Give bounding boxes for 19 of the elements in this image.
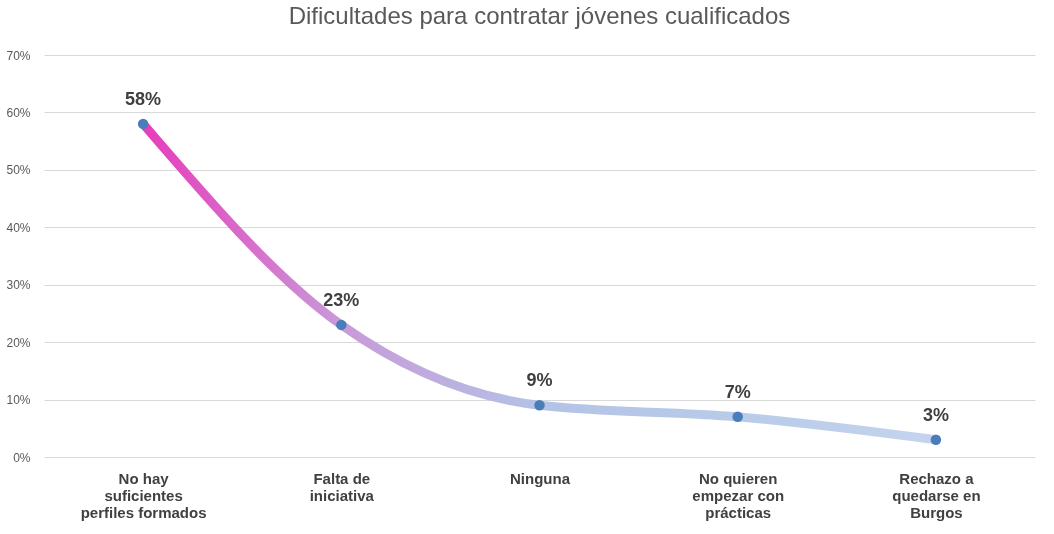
- x-tick-label: No quieren empezar con prácticas: [692, 469, 785, 521]
- y-tick-label: 30%: [6, 278, 31, 293]
- data-label: 23%: [323, 289, 360, 310]
- x-tick-label: No hay suficientes perfiles formados: [80, 469, 207, 521]
- x-tick-label: Ninguna: [510, 469, 571, 487]
- y-tick-label: 50%: [6, 163, 31, 178]
- data-label: 9%: [526, 370, 553, 391]
- data-label: 7%: [724, 381, 751, 402]
- y-tick-label: 60%: [6, 105, 31, 120]
- x-tick-label: Rechazo a quedarse en Burgos: [892, 469, 981, 521]
- x-tick-label: Falta de iniciativa: [309, 469, 375, 504]
- y-tick-label: 10%: [6, 393, 31, 408]
- data-label: 58%: [125, 88, 162, 109]
- y-tick-label: 70%: [6, 48, 31, 63]
- y-tick-label: 0%: [13, 450, 31, 465]
- y-tick-label: 20%: [6, 335, 31, 350]
- y-tick-label: 40%: [6, 220, 31, 235]
- data-label: 3%: [922, 404, 949, 425]
- chart-title: Dificultades para contratar jóvenes cualificados: [288, 2, 791, 29]
